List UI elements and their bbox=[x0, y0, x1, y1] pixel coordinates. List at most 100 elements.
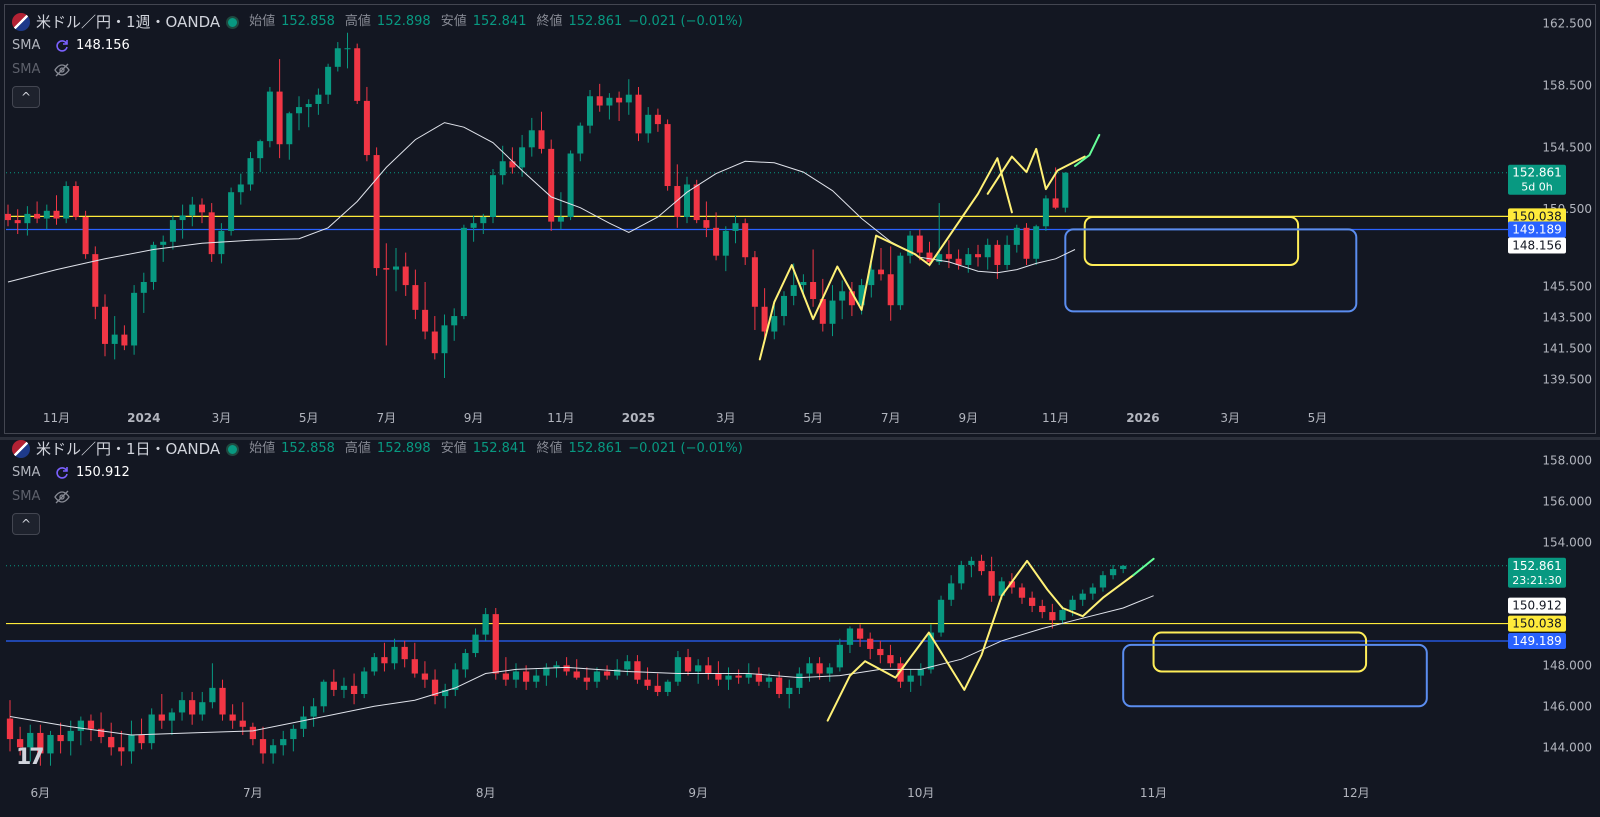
x-tick-label: 2025 bbox=[622, 411, 655, 425]
price-tag-countdown: 23:21:30 bbox=[1512, 574, 1561, 587]
candle-body bbox=[179, 215, 186, 221]
sma2-row[interactable]: SMA bbox=[12, 485, 743, 509]
candle-body bbox=[280, 739, 287, 746]
candle-body bbox=[330, 681, 337, 690]
x-tick-label: 9月 bbox=[464, 411, 484, 425]
weekly-chart[interactable]: 162.500158.500154.500150.500145.500143.5… bbox=[0, 0, 1600, 438]
candle-body bbox=[140, 281, 147, 293]
candle-body bbox=[614, 669, 621, 676]
candle-body bbox=[796, 673, 803, 688]
candle-body bbox=[816, 663, 823, 674]
candle-body bbox=[742, 223, 749, 258]
weekly-chart-pane[interactable]: 162.500 158.500 154.500 150.500 145.500 143.5… bbox=[0, 0, 1600, 438]
candle-body bbox=[634, 661, 641, 680]
candle-body bbox=[856, 628, 864, 639]
sma1-row[interactable]: SMA 148.156 bbox=[12, 34, 743, 58]
candle-body bbox=[239, 720, 246, 727]
candle-body bbox=[538, 130, 545, 149]
hline-price-tag-bg bbox=[1508, 208, 1566, 225]
refresh-icon[interactable] bbox=[54, 38, 70, 54]
candle-body bbox=[705, 665, 712, 674]
candle-body bbox=[286, 113, 293, 145]
candle-body bbox=[557, 216, 564, 222]
candle-body bbox=[810, 281, 817, 300]
x-tick-label: 9月 bbox=[958, 411, 978, 425]
daily-chart[interactable]: 158.000 156.000 154.000 148.000 146.000 144.0… bbox=[0, 440, 1600, 817]
candle-body bbox=[97, 728, 105, 738]
collapse-legend-button[interactable]: ^ bbox=[12, 513, 40, 535]
open-value: 152.858 bbox=[281, 14, 335, 29]
candle-body bbox=[361, 671, 368, 695]
close-label: 終値 bbox=[536, 14, 563, 29]
hline-price-tag-bg bbox=[1508, 221, 1566, 238]
candle-body bbox=[586, 96, 594, 126]
candle-body bbox=[958, 564, 965, 584]
eye-hidden-icon[interactable] bbox=[54, 62, 70, 78]
symbol-title[interactable]: 米ドル／円・1日・OANDA bbox=[36, 440, 221, 458]
candle-body bbox=[87, 720, 95, 729]
freehand-green bbox=[1074, 133, 1101, 167]
candle-body bbox=[37, 732, 44, 754]
candle-body bbox=[674, 657, 682, 682]
candle-body bbox=[548, 148, 555, 222]
pane-divider[interactable] bbox=[0, 437, 1600, 440]
candle-body bbox=[543, 667, 550, 676]
candle-body bbox=[1059, 610, 1066, 621]
candle-body bbox=[683, 184, 691, 217]
daily-chart-pane[interactable]: 158.000 156.000 154.000 148.000 146.000 144.0… bbox=[0, 440, 1600, 817]
candle-body bbox=[499, 161, 506, 176]
eye-hidden-icon[interactable] bbox=[54, 489, 70, 505]
y-tick-label: 146.000 bbox=[1542, 699, 1592, 713]
candle-body bbox=[528, 130, 535, 148]
sma1-row[interactable]: SMA 150.912 bbox=[12, 461, 743, 485]
candle-body bbox=[53, 210, 60, 219]
candle-body bbox=[259, 739, 267, 754]
y-tick-label: 162.500 bbox=[1542, 16, 1592, 30]
x-tick-label: 10月 bbox=[907, 786, 934, 800]
candle-body bbox=[664, 681, 671, 692]
candle-body bbox=[169, 220, 176, 242]
candle-body bbox=[654, 685, 661, 692]
open-label: 始値 bbox=[249, 441, 276, 456]
sma2-row[interactable]: SMA bbox=[12, 58, 743, 82]
candle-body bbox=[101, 306, 109, 344]
candle-body bbox=[829, 300, 836, 324]
candle-body bbox=[907, 675, 914, 682]
candle-body bbox=[431, 331, 438, 354]
candle-body bbox=[138, 734, 145, 744]
x-tick-label: 11月 bbox=[1042, 411, 1069, 425]
freehand-green bbox=[1132, 557, 1155, 577]
candle-body bbox=[269, 745, 277, 754]
candle-body bbox=[411, 659, 418, 674]
candle-body bbox=[945, 254, 952, 259]
candle-body bbox=[67, 730, 74, 742]
market-open-icon bbox=[226, 15, 240, 29]
candle-body bbox=[1004, 244, 1011, 265]
candle-body bbox=[77, 720, 84, 731]
y-tick-label: 145.500 bbox=[1542, 280, 1592, 294]
hline-price-tag: 149.189 bbox=[1512, 223, 1562, 237]
candle-body bbox=[573, 671, 580, 678]
refresh-icon[interactable] bbox=[54, 465, 70, 481]
tradingview-logo[interactable]: 17 bbox=[16, 745, 45, 770]
x-tick-label: 2024 bbox=[127, 411, 160, 425]
candle-body bbox=[121, 334, 128, 346]
low-label: 安値 bbox=[440, 441, 467, 456]
candle-body bbox=[340, 685, 348, 690]
candle-body bbox=[482, 614, 489, 635]
candle-body bbox=[412, 285, 419, 310]
candle-body bbox=[300, 716, 307, 729]
candle-body bbox=[858, 285, 865, 306]
collapse-legend-button[interactable]: ^ bbox=[12, 86, 40, 108]
candle-body bbox=[189, 700, 196, 715]
candle-body bbox=[24, 213, 31, 224]
candle-body bbox=[1062, 172, 1069, 208]
candle-body bbox=[624, 661, 631, 670]
candle-body bbox=[451, 316, 458, 326]
candle-body bbox=[276, 91, 283, 145]
candle-body bbox=[208, 212, 215, 255]
candle-body bbox=[877, 648, 884, 656]
symbol-title[interactable]: 米ドル／円・1週・OANDA bbox=[36, 13, 221, 31]
zone-box bbox=[1064, 228, 1358, 313]
usd-jpy-flag-icon bbox=[12, 13, 30, 31]
